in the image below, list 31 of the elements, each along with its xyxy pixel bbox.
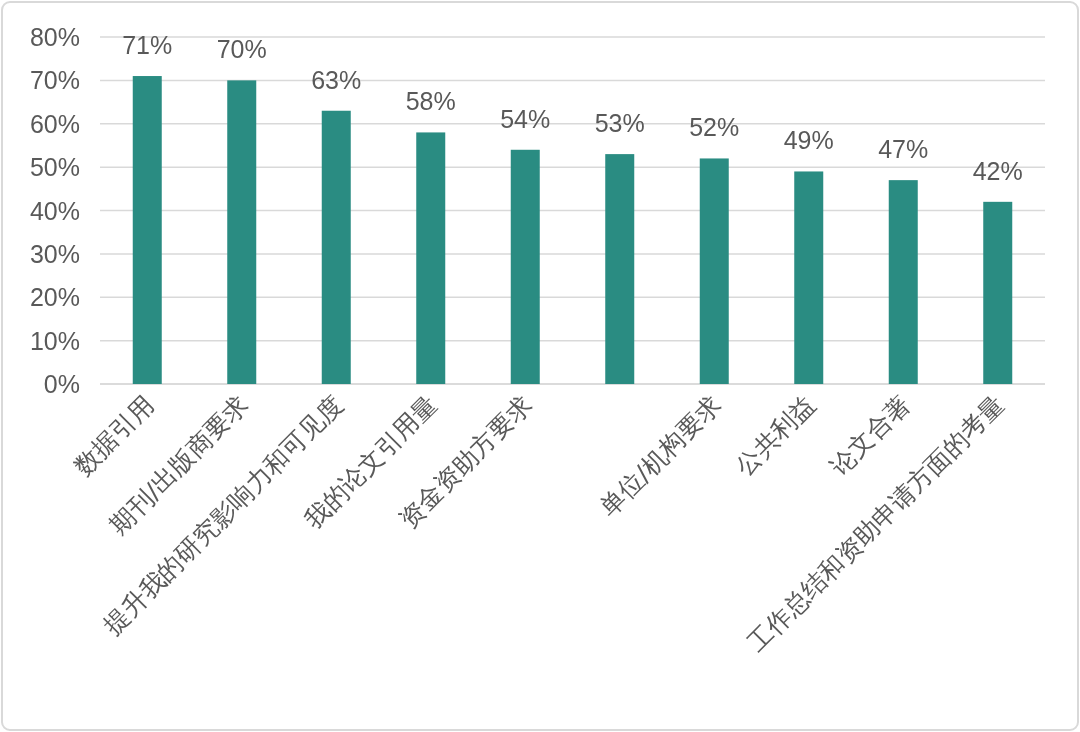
- bar: [416, 132, 446, 384]
- y-tick-label: 40%: [29, 196, 80, 225]
- bar: [983, 201, 1013, 384]
- x-tick-label: 公共利益: [729, 389, 821, 481]
- data-label: 63%: [311, 65, 362, 94]
- bar: [605, 154, 635, 384]
- data-label: 42%: [972, 156, 1023, 185]
- bar: [888, 180, 918, 384]
- data-label: 54%: [500, 104, 551, 133]
- data-label: 49%: [783, 126, 834, 155]
- y-tick-label: 20%: [29, 283, 80, 312]
- bar: [132, 76, 162, 384]
- x-tick-label: 单位/机构要求: [593, 389, 727, 523]
- bar: [699, 158, 729, 384]
- data-label: 70%: [216, 35, 267, 64]
- y-tick-label: 50%: [29, 153, 80, 182]
- y-tick-label: 70%: [29, 66, 80, 95]
- bar: [321, 110, 351, 384]
- bar: [510, 149, 540, 384]
- y-tick-label: 80%: [29, 23, 80, 51]
- data-label: 71%: [122, 31, 173, 60]
- data-label: 58%: [405, 87, 456, 116]
- y-tick-label: 10%: [29, 326, 80, 355]
- data-label: 52%: [689, 113, 740, 142]
- y-tick-label: 30%: [29, 239, 80, 268]
- data-label: 47%: [878, 135, 929, 164]
- y-tick-label: 60%: [29, 109, 80, 138]
- bar: [794, 171, 824, 384]
- y-tick-label: 0%: [43, 370, 80, 398]
- bar: [227, 80, 257, 384]
- data-label: 53%: [594, 109, 645, 138]
